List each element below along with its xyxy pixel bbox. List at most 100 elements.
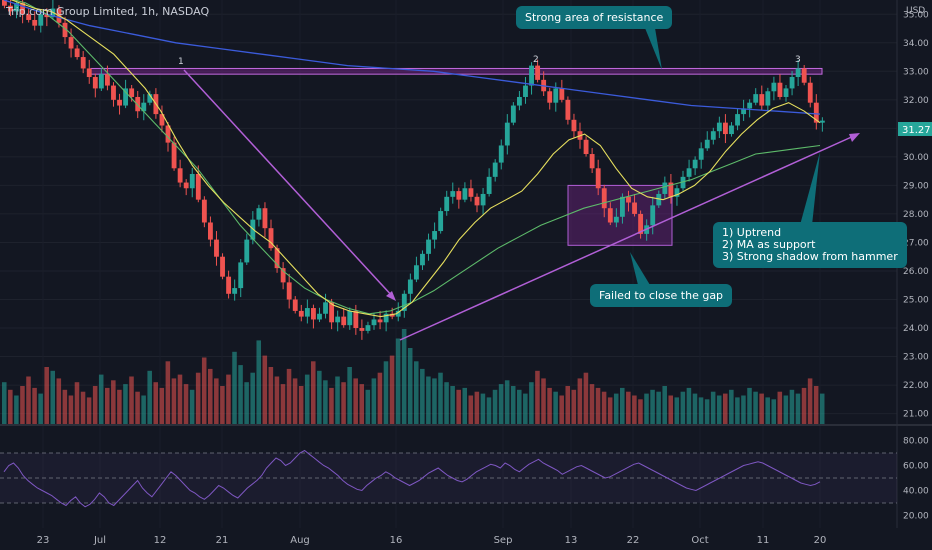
candle-body [238, 262, 244, 289]
volume-bar [420, 368, 425, 424]
candle-body [498, 145, 504, 163]
candle-body [141, 102, 147, 112]
candle-body [753, 94, 759, 103]
candle-body [129, 88, 135, 97]
volume-bar [589, 384, 595, 424]
volume-bar [317, 370, 322, 424]
candle-body [547, 91, 553, 103]
candle-body [523, 85, 528, 97]
volume-bar [353, 378, 358, 424]
candle-body [420, 253, 425, 266]
volume-bar [704, 399, 710, 424]
candle-body [710, 131, 716, 140]
volume-bar [44, 367, 49, 424]
uptrend-arrowhead [849, 133, 860, 142]
marker-2: 2 [533, 55, 539, 65]
volume-bar [535, 370, 540, 424]
volume-bar [498, 384, 504, 424]
price-tick: 29.00 [903, 181, 929, 191]
volume-bar [523, 393, 528, 424]
volume-bar [607, 397, 613, 424]
time-axis[interactable]: 23 Jul 12 21 Aug 16 Sep 13 22 Oct 11 20 [37, 535, 827, 546]
candle-body [456, 191, 462, 200]
candle-body [341, 316, 347, 326]
volume-bar [383, 361, 389, 424]
resistance-zone [90, 67, 823, 75]
time-tick: Jul [93, 535, 106, 546]
candle-body [365, 325, 371, 331]
volume-bar [250, 372, 255, 424]
volume-bar [335, 376, 340, 424]
last-price-tag [898, 122, 932, 136]
candle-body [529, 65, 534, 86]
candle-body [135, 96, 141, 112]
price-tick: 33.00 [903, 67, 929, 77]
candle-body [607, 208, 613, 223]
candle-body [801, 68, 807, 83]
candle-body [262, 208, 268, 229]
candle-body [201, 199, 207, 223]
candle-body [735, 114, 740, 126]
candle-body [680, 176, 686, 189]
volume-bar [426, 376, 431, 424]
candle-body [371, 319, 377, 326]
volume-bar [462, 387, 468, 424]
volume-bar [68, 395, 74, 424]
volume-bar [583, 372, 589, 424]
candle-body [601, 188, 607, 209]
candle-body [450, 191, 456, 197]
candle-body [280, 268, 286, 283]
volume-bar [62, 389, 68, 424]
volume-bar [401, 329, 407, 424]
price-axis[interactable]: 35.0034.0033.0032.0031.0030.0029.0028.00… [903, 10, 929, 419]
price-tick: 27.00 [903, 238, 929, 248]
volume-bar [450, 386, 455, 424]
volume-bars [2, 329, 825, 424]
time-tick: 16 [390, 535, 403, 546]
time-tick: 11 [757, 535, 770, 546]
volume-bar [189, 389, 195, 424]
volume-bar [541, 378, 546, 424]
candle-body [86, 68, 92, 78]
candle-body [765, 91, 771, 106]
ma-slow-line [3, 0, 821, 115]
candle-body [214, 239, 219, 257]
volume-bar [323, 380, 328, 424]
volume-bar [771, 399, 777, 424]
candle-body [807, 82, 813, 103]
volume-bar [147, 370, 152, 424]
candle-body [244, 239, 250, 263]
candle-body [68, 37, 74, 49]
price-tick: 32.00 [903, 96, 929, 106]
candle-body [407, 279, 413, 294]
price-tick: 22.00 [903, 381, 929, 391]
volume-bar [159, 387, 165, 424]
volume-bar [613, 393, 619, 424]
volume-bar [759, 393, 764, 424]
time-tick: Aug [290, 535, 310, 546]
candle-body [383, 313, 389, 323]
volume-bar [716, 395, 722, 424]
volume-bar [195, 372, 201, 424]
candle-body [565, 99, 571, 120]
volume-bar [638, 399, 643, 424]
candle-body [777, 82, 783, 97]
candle-body [553, 88, 559, 103]
candle-body [20, 2, 26, 15]
candle-body [189, 173, 195, 189]
candle-body [117, 99, 122, 106]
candle-body [783, 88, 789, 97]
downtrend-arrow [183, 69, 395, 299]
rsi-tick: 80.00 [903, 437, 929, 447]
candle-body [329, 302, 335, 323]
volume-bar [517, 389, 522, 424]
candle-body [226, 276, 232, 294]
volume-bar [135, 391, 140, 424]
volume-bar [262, 355, 268, 424]
time-tick: 12 [154, 535, 167, 546]
volume-bar [117, 389, 122, 424]
candle-body [2, 0, 7, 6]
volume-bar [553, 391, 558, 424]
volume-bar [486, 397, 492, 424]
